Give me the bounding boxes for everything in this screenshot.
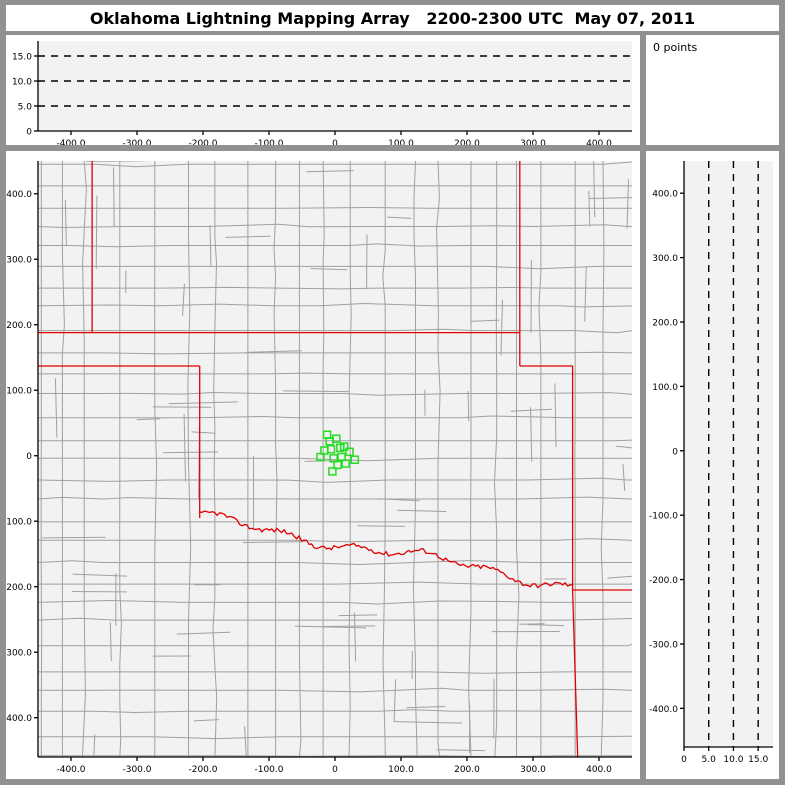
x-tick-label: 15.0 bbox=[748, 755, 768, 765]
x-tick-label: 200.0 bbox=[454, 765, 480, 775]
y-tick-label: 300.0 bbox=[652, 254, 678, 264]
plot-background bbox=[684, 161, 773, 747]
x-tick-label: -200.0 bbox=[188, 765, 217, 775]
x-tick-label: 0 bbox=[332, 765, 338, 775]
lightning-sources bbox=[316, 430, 360, 476]
y-tick-label: -400.0 bbox=[649, 705, 678, 715]
y-tick-label: -300.0 bbox=[649, 640, 678, 650]
plan-view-map[interactable]: 400.0 300.0 200.0 100.0 0 -100.0 -200.0 -300.0 -… bbox=[6, 151, 640, 779]
x-tick-label: -300.0 bbox=[122, 139, 151, 145]
x-tick-label: -400.0 bbox=[56, 765, 85, 775]
lightning-source-marker bbox=[350, 455, 360, 464]
x-tick-label: 10.0 bbox=[723, 755, 743, 765]
x-tick-label: 400.0 bbox=[586, 765, 612, 775]
x-tick-label: -200.0 bbox=[188, 139, 217, 145]
y-tick-label: 0 bbox=[672, 447, 678, 457]
x-tick-label: -400.0 bbox=[56, 139, 85, 145]
x-tick-label: 200.0 bbox=[454, 139, 480, 145]
y-tick-label: 0 bbox=[26, 452, 32, 462]
y-tick-label: -200.0 bbox=[6, 583, 32, 593]
x-tick-label: 100.0 bbox=[388, 765, 414, 775]
y-tick-label: -300.0 bbox=[6, 649, 32, 659]
y-tick-label: 0 bbox=[26, 128, 32, 138]
y-tick-label: 5.0 bbox=[18, 103, 33, 113]
title-bar: Oklahoma Lightning Mapping Array 2200-23… bbox=[6, 5, 779, 31]
y-tick-label: -400.0 bbox=[6, 714, 32, 724]
lightning-source-marker bbox=[333, 460, 342, 470]
y-tick-label: 200.0 bbox=[6, 321, 32, 331]
lightning-source-marker bbox=[316, 452, 325, 462]
x-tick-label: 5.0 bbox=[702, 755, 717, 765]
y-tick-label: -100.0 bbox=[6, 518, 32, 528]
y-tick-label: 200.0 bbox=[652, 318, 678, 328]
page-title: Oklahoma Lightning Mapping Array 2200-23… bbox=[89, 8, 696, 28]
state-boundaries bbox=[38, 161, 632, 757]
x-tick-label: -100.0 bbox=[254, 765, 283, 775]
map-background bbox=[38, 161, 632, 757]
x-tick-label: -100.0 bbox=[254, 139, 283, 145]
altitude-histogram-plot[interactable]: 400.0 300.0 200.0 100.0 0 -100.0 -200.0 -300.0 -… bbox=[646, 151, 779, 779]
y-tick-label: 100.0 bbox=[6, 387, 32, 397]
y-tick-label: -100.0 bbox=[649, 512, 678, 522]
lightning-source-marker bbox=[345, 447, 354, 457]
y-tick-label: 300.0 bbox=[6, 256, 32, 266]
y-tick-label: -200.0 bbox=[649, 576, 678, 586]
source-count-panel: 0 points bbox=[646, 35, 779, 145]
lightning-source-marker bbox=[326, 444, 336, 454]
x-tick-label: 300.0 bbox=[520, 139, 546, 145]
altitude-vs-distance-plot[interactable]: 0 5.0 10.0 15.0 -400.0 -300.0 -200.0 -100.0 0 100… bbox=[6, 35, 640, 149]
x-tick-label: 0 bbox=[332, 139, 338, 145]
points-count-label: 0 points bbox=[653, 41, 698, 54]
y-tick-label: 15.0 bbox=[12, 53, 32, 63]
x-tick-label: 300.0 bbox=[520, 765, 546, 775]
y-tick-label: 400.0 bbox=[652, 190, 678, 200]
lightning-source-marker bbox=[328, 467, 337, 476]
altitude-histogram-panel[interactable]: 400.0 300.0 200.0 100.0 0 -100.0 -200.0 -300.0 -… bbox=[646, 151, 779, 779]
lightning-source-marker bbox=[341, 459, 350, 468]
map-geometry bbox=[38, 161, 632, 757]
plot-background bbox=[38, 41, 632, 131]
y-tick-label: 400.0 bbox=[6, 190, 32, 200]
altitude-vs-distance-panel[interactable]: 0 5.0 10.0 15.0 -400.0 -300.0 -200.0 -100.0 0 100… bbox=[6, 35, 640, 149]
x-tick-label: 400.0 bbox=[586, 139, 612, 145]
lightning-source-marker bbox=[339, 442, 349, 451]
plan-view-map-panel[interactable]: 400.0 300.0 200.0 100.0 0 -100.0 -200.0 -300.0 -… bbox=[6, 151, 640, 779]
x-tick-label: 100.0 bbox=[388, 139, 414, 145]
y-tick-label: 100.0 bbox=[652, 383, 678, 393]
x-tick-label: -300.0 bbox=[122, 765, 151, 775]
lightning-source-marker bbox=[332, 434, 341, 443]
y-tick-label: 10.0 bbox=[12, 78, 32, 88]
x-tick-label: 0 bbox=[681, 755, 687, 765]
